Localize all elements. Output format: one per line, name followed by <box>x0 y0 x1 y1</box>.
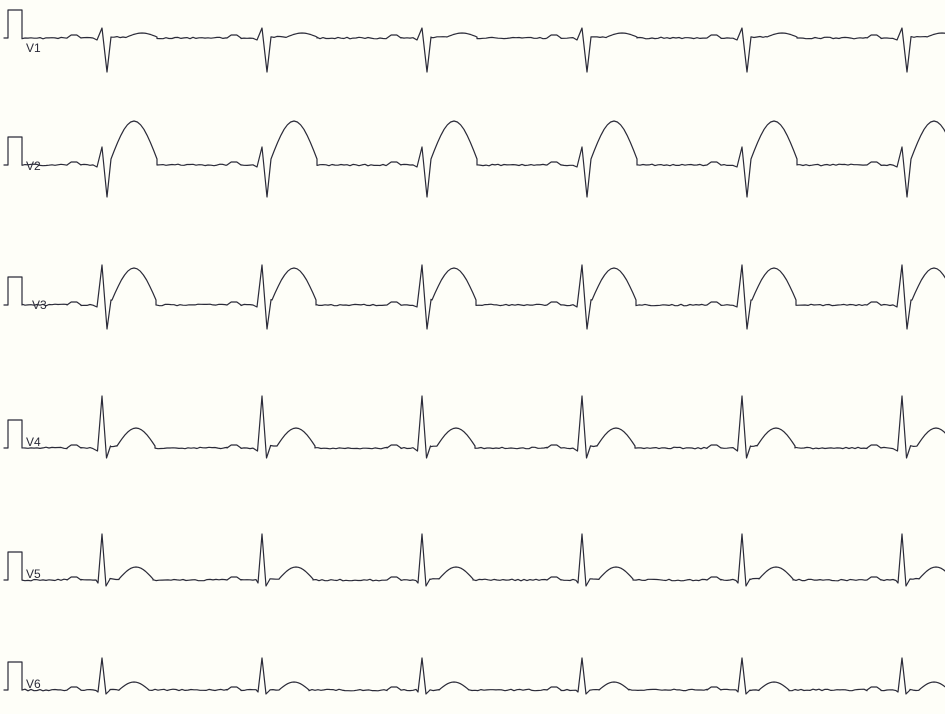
lead-v1-label: V1 <box>26 41 41 55</box>
lead-v4-label: V4 <box>26 435 41 449</box>
lead-v2-label: V2 <box>26 159 41 173</box>
lead-v5-label: V5 <box>26 567 41 581</box>
lead-v6-label: V6 <box>26 677 41 691</box>
ecg-chart: V1 V2 V3 V4 V5 V6 <box>0 0 945 714</box>
lead-v3-label: V3 <box>32 298 47 312</box>
chart-background <box>0 0 945 714</box>
